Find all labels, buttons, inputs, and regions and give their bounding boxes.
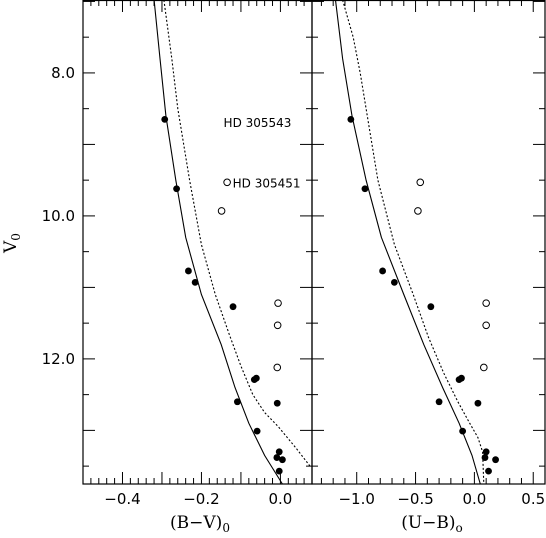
x-tick-label: −0.5 [397,490,433,508]
solid-isochrone-line [334,0,481,485]
y-tick-label: 10.0 [42,207,75,225]
panel-ub: −1.0 −0.5 0.0 0.5 [311,0,546,508]
filled-star-point [482,448,490,456]
open-star-point [480,363,488,372]
filled-star-point [485,467,492,475]
filled-star-point [275,467,283,475]
filled-star-point [458,374,465,382]
open-star-point [414,207,422,215]
x-tick-label: −0.2 [183,490,219,508]
filled-star-point [427,303,435,311]
x-tick-label: 0.0 [462,490,486,508]
open-star-point [217,207,226,215]
filled-star-point [390,278,398,286]
filled-star-point [173,185,180,193]
filled-star-point [474,399,482,407]
star-annotation: HD 305543 [224,116,292,130]
x-axis-label-ub: (U−B)o [401,513,463,535]
filled-star-point [379,267,387,275]
filled-star-point [233,398,241,406]
x-tick-label: 0.5 [521,490,545,508]
filled-star-point [273,399,281,407]
filled-star-point [492,456,499,464]
filled-star-point [229,303,237,311]
plot-frame [311,0,546,485]
open-star-point [482,299,490,307]
open-star-point [273,363,282,372]
x-tick-label: −0.4 [104,490,140,508]
panel-bv: −0.4 −0.2 0.0 8.0 10.0 12.0 HD 305543 HD 305451 [42,0,313,508]
filled-star-point [361,185,369,193]
filled-star-point [185,267,192,275]
open-star-point [274,299,282,307]
filled-star-point [252,374,260,382]
open-star-point [223,178,231,187]
filled-star-point [278,456,286,464]
open-star-point [482,321,490,330]
dotted-isochrone-line [163,0,311,467]
y-tick-label: 8.0 [51,64,75,82]
plot-frame [82,0,313,485]
filled-star-point [435,398,443,406]
open-star-point [416,178,425,187]
y-axis-label: V0 [1,233,23,254]
x-tick-label: 0.0 [268,490,292,508]
dotted-isochrone-line [342,0,485,485]
star-annotation: HD 305451 [233,177,301,191]
solid-isochrone-line [153,0,283,485]
filled-star-point [253,427,261,435]
filled-star-point [275,448,283,456]
filled-star-point [273,454,281,461]
filled-star-point [191,278,199,286]
open-star-point [273,321,282,330]
y-tick-label: 12.0 [42,350,75,368]
x-tick-label: −1.0 [338,490,374,508]
x-axis-label-bv: (B−V)0 [170,513,230,535]
